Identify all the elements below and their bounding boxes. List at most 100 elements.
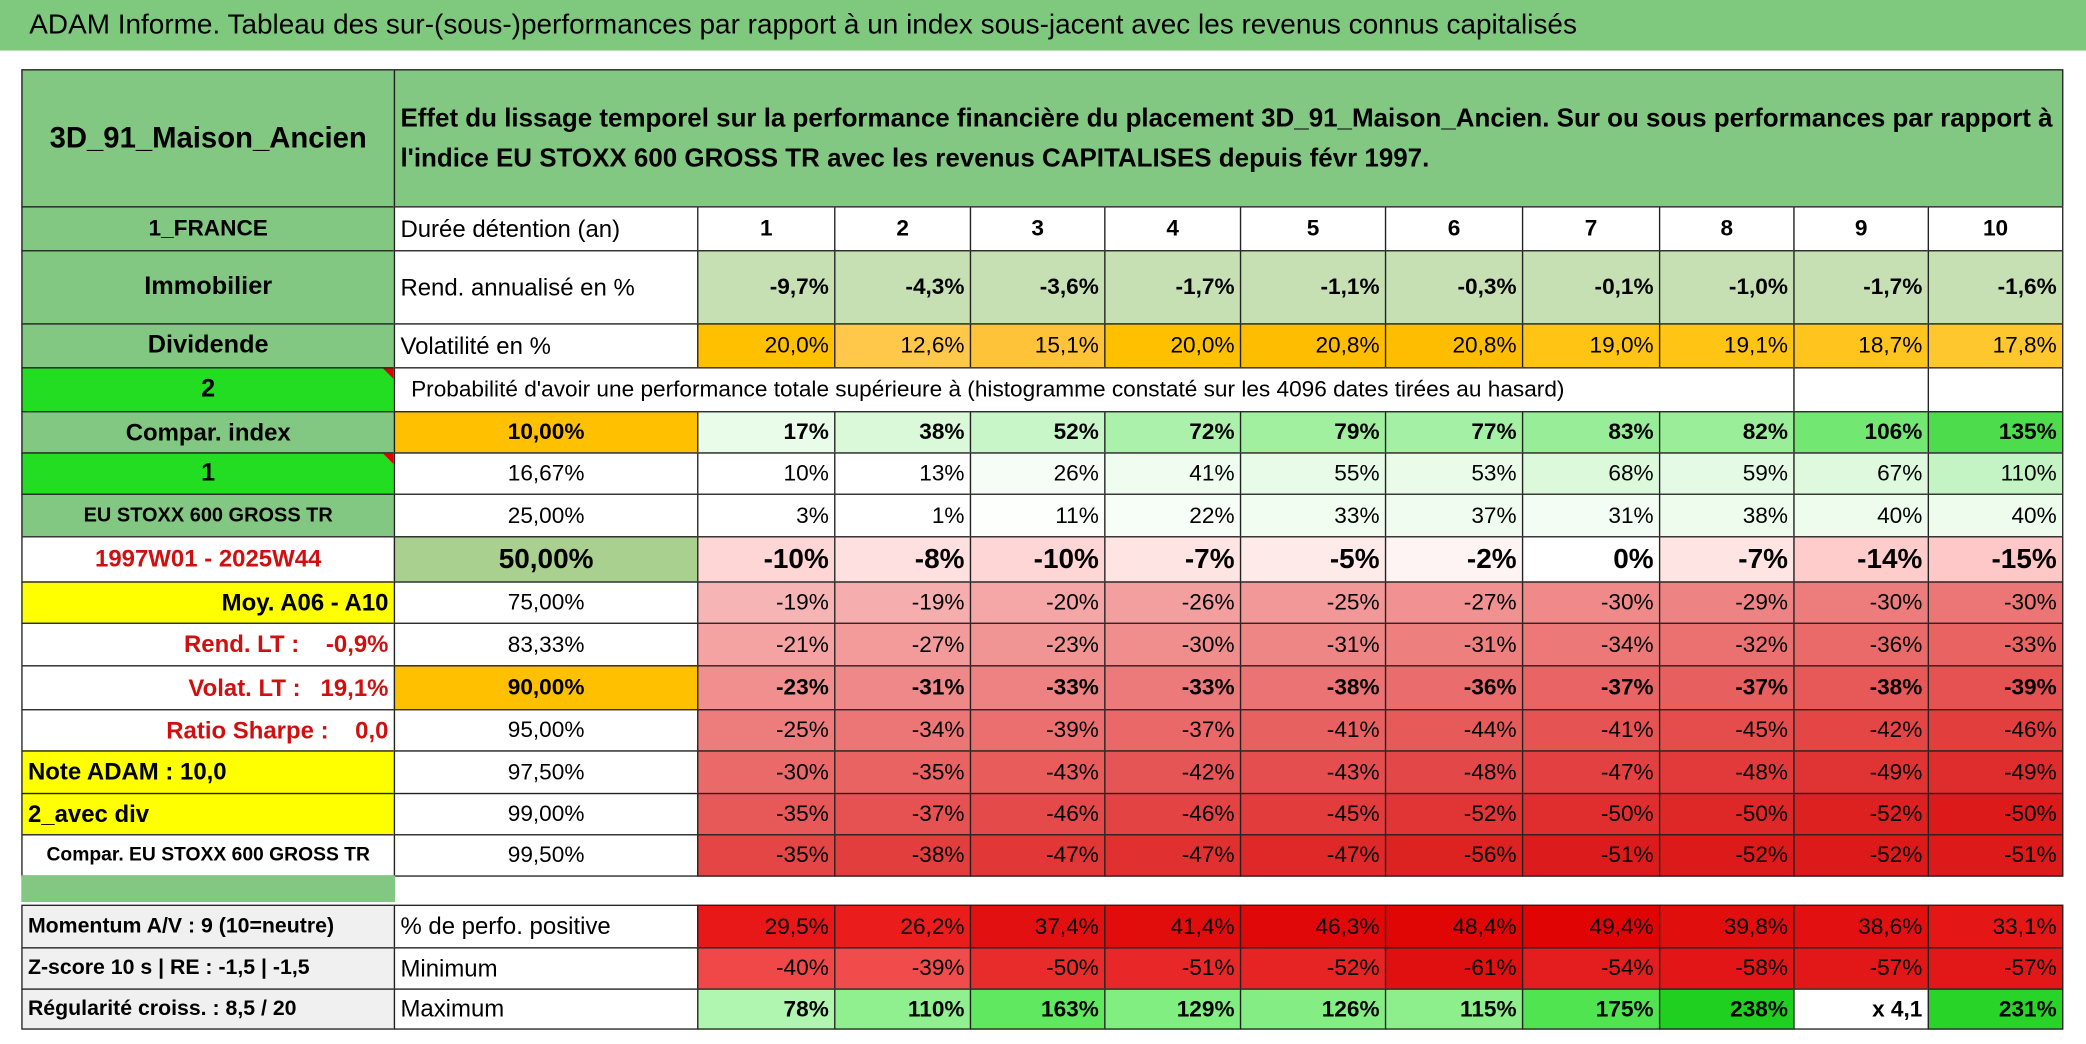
table-cell: Compar. index [21, 411, 396, 454]
table-cell: -33% [1104, 665, 1242, 711]
table-cell: Moy. A06 - A10 [21, 581, 396, 624]
table-cell: Z-score 10 s | RE : -1,5 | -1,5 [21, 947, 396, 990]
table-cell: 12,6% [834, 323, 972, 369]
table-cell: -27% [1384, 581, 1524, 624]
table-cell: -8% [834, 536, 972, 583]
table-cell: -38% [1793, 665, 1930, 711]
table-cell: -46% [969, 792, 1106, 836]
table-cell: 99,00% [393, 792, 699, 836]
table-cell: 82% [1658, 411, 1795, 454]
table-cell: 25,00% [393, 493, 699, 538]
table-cell: -61% [1384, 947, 1524, 990]
table-cell: 2 [834, 206, 972, 252]
table-cell: 17% [697, 411, 836, 454]
table-cell: 2_avec div [21, 792, 396, 836]
table-cell: -33% [969, 665, 1106, 711]
table-cell: -32% [1658, 622, 1795, 667]
table-cell: 38,6% [1793, 904, 1930, 949]
table-cell: 13% [834, 452, 972, 495]
table-cell: -23% [697, 665, 836, 711]
table-cell: -51% [1927, 834, 2064, 877]
table-cell: -1,7% [1104, 250, 1242, 325]
table-cell: -44% [1384, 709, 1524, 752]
table-cell: 22% [1104, 493, 1242, 538]
table-cell: -36% [1384, 665, 1524, 711]
table-cell: -4,3% [834, 250, 972, 325]
table-cell: -10% [969, 536, 1106, 583]
table-cell: 29,5% [697, 904, 836, 949]
table-cell: 39,8% [1658, 904, 1795, 949]
table-cell: -1,0% [1658, 250, 1795, 325]
table-cell: -50% [1658, 792, 1795, 836]
table-cell: -19% [834, 581, 972, 624]
table-cell: -43% [969, 750, 1106, 795]
empty-cell [21, 875, 396, 902]
table-cell: -23% [969, 622, 1106, 667]
table-cell: -2% [1384, 536, 1524, 583]
table-cell: -46% [1927, 709, 2064, 752]
table-cell: -50% [1927, 792, 2064, 836]
table-cell: -56% [1384, 834, 1524, 877]
table-cell: Rend. LT : -0,9% [21, 622, 396, 667]
table-cell: -35% [697, 792, 836, 836]
table-cell: -42% [1793, 709, 1930, 752]
table-cell: Minimum [393, 947, 699, 990]
table-cell: 50,00% [393, 536, 699, 583]
table-cell: -52% [1793, 834, 1930, 877]
table-cell: -47% [1239, 834, 1387, 877]
table-cell: 38% [1658, 493, 1795, 538]
table-cell: 67% [1793, 452, 1930, 495]
table-cell: -39% [834, 947, 972, 990]
table-cell: -54% [1521, 947, 1661, 990]
table-cell: Immobilier [21, 250, 396, 325]
table-cell: 231% [1927, 988, 2064, 1030]
table-cell: 115% [1384, 988, 1524, 1030]
table-cell: 59% [1658, 452, 1795, 495]
table-cell: -50% [969, 947, 1106, 990]
table-cell: 20,0% [1104, 323, 1242, 369]
table-cell: 238% [1658, 988, 1795, 1030]
table-cell: -39% [1927, 665, 2064, 711]
table-cell: -7% [1104, 536, 1242, 583]
table-cell: -19% [697, 581, 836, 624]
comment-marker [383, 453, 394, 465]
table-cell: Momentum A/V : 9 (10=neutre) [21, 904, 396, 949]
table-cell: -52% [1793, 792, 1930, 836]
table-cell: -57% [1927, 947, 2064, 990]
table-cell: -3,6% [969, 250, 1106, 325]
table-cell: -52% [1239, 947, 1387, 990]
table-cell: 1_FRANCE [21, 206, 396, 252]
table-cell: 163% [969, 988, 1106, 1030]
table-cell: -39% [969, 709, 1106, 752]
table-cell: 19,0% [1521, 323, 1661, 369]
table-cell: 1997W01 - 2025W44 [21, 536, 396, 583]
table-cell: -35% [697, 834, 836, 877]
table-cell: -41% [1521, 709, 1661, 752]
table-cell: 11% [969, 493, 1106, 538]
table-cell: -0,3% [1384, 250, 1524, 325]
table-cell: 97,50% [393, 750, 699, 795]
table-cell: 19,1% [1658, 323, 1795, 369]
table-cell: 3D_91_Maison_Ancien [21, 69, 396, 208]
table-cell: 16,67% [393, 452, 699, 495]
table-cell: -25% [1239, 581, 1387, 624]
table-cell: 0% [1521, 536, 1661, 583]
table-cell: -35% [834, 750, 972, 795]
table-cell: -30% [1927, 581, 2064, 624]
table-cell: 1 [697, 206, 836, 252]
table-cell: 2 [21, 367, 396, 413]
table-cell: -15% [1927, 536, 2064, 583]
table-cell: 68% [1521, 452, 1661, 495]
table-cell: -40% [697, 947, 836, 990]
table-cell: -30% [1104, 622, 1242, 667]
table-cell: -7% [1658, 536, 1795, 583]
table-cell: Ratio Sharpe : 0,0 [21, 709, 396, 752]
table-cell: 106% [1793, 411, 1930, 454]
table-cell: Maximum [393, 988, 699, 1030]
table-cell: 20,8% [1384, 323, 1524, 369]
table-cell: Note ADAM : 10,0 [21, 750, 396, 795]
table-cell: 99,50% [393, 834, 699, 877]
table-cell: 126% [1239, 988, 1387, 1030]
table-cell: -10% [697, 536, 836, 583]
table-cell: 83% [1521, 411, 1661, 454]
